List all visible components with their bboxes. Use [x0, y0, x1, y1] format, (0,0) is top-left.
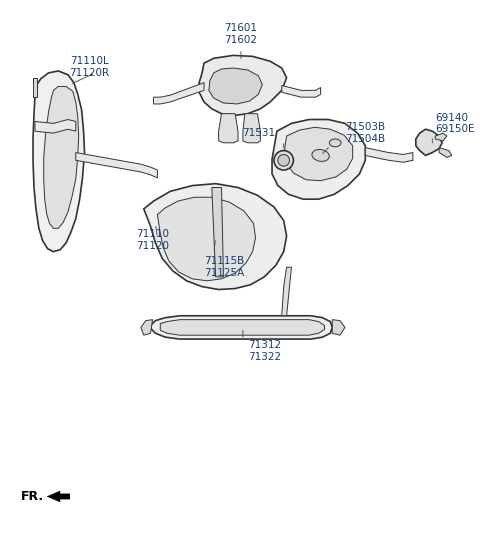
Polygon shape: [209, 68, 262, 104]
Ellipse shape: [274, 150, 293, 170]
Ellipse shape: [329, 139, 341, 147]
Polygon shape: [218, 114, 238, 143]
Polygon shape: [157, 197, 255, 281]
Polygon shape: [365, 148, 413, 162]
Polygon shape: [47, 491, 70, 502]
Text: 71312
71322: 71312 71322: [248, 340, 281, 362]
Text: 71503B
71504B: 71503B 71504B: [345, 123, 385, 144]
Polygon shape: [212, 188, 224, 277]
Polygon shape: [141, 319, 153, 335]
Text: FR.: FR.: [22, 490, 45, 503]
Polygon shape: [282, 267, 291, 316]
Polygon shape: [435, 133, 447, 141]
Polygon shape: [285, 127, 353, 181]
Text: 71601
71602: 71601 71602: [225, 23, 257, 45]
Polygon shape: [33, 78, 37, 97]
Polygon shape: [332, 319, 345, 335]
Text: 71115B
71125A: 71115B 71125A: [204, 257, 244, 278]
Polygon shape: [44, 86, 79, 228]
Polygon shape: [160, 319, 324, 335]
Polygon shape: [416, 129, 442, 155]
Polygon shape: [35, 119, 76, 133]
Ellipse shape: [278, 154, 289, 166]
Text: 71531: 71531: [242, 128, 275, 138]
Text: 69140
69150E: 69140 69150E: [435, 113, 475, 134]
Polygon shape: [144, 184, 287, 289]
Polygon shape: [272, 119, 365, 199]
Polygon shape: [76, 153, 157, 178]
Polygon shape: [439, 148, 452, 158]
Polygon shape: [243, 114, 260, 143]
Ellipse shape: [312, 149, 329, 161]
Text: 71110L
71120R: 71110L 71120R: [69, 56, 109, 78]
Polygon shape: [282, 85, 321, 97]
Text: 71110
71120: 71110 71120: [136, 229, 169, 251]
Polygon shape: [154, 83, 204, 104]
Polygon shape: [33, 71, 84, 252]
Polygon shape: [199, 55, 287, 115]
Polygon shape: [151, 316, 332, 339]
